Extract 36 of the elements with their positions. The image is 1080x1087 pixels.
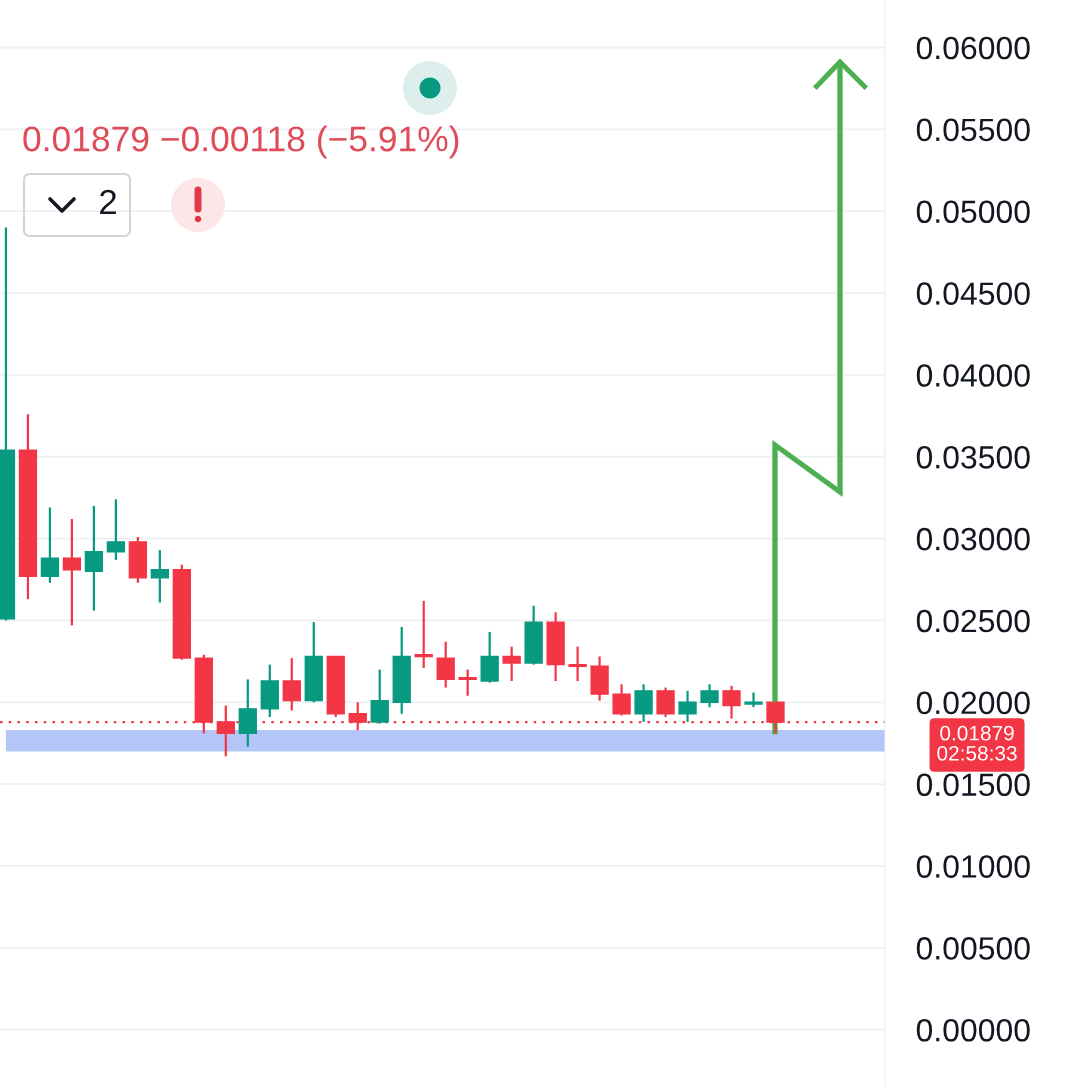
- y-tick-label: 0.01500: [916, 773, 1030, 797]
- y-tick-label: 0.04000: [916, 364, 1030, 387]
- candlestick: [106, 498, 126, 561]
- candlestick: [744, 691, 763, 709]
- y-tick-label: 0.02000: [916, 691, 1030, 715]
- candlestick: [612, 683, 631, 717]
- candlestick: [722, 684, 741, 720]
- y-tick-label: 0.06000: [916, 36, 1030, 60]
- candlestick: [414, 599, 433, 670]
- candlestick: [282, 656, 301, 712]
- annotation: 2: [100, 189, 116, 214]
- candlestick: [502, 645, 521, 683]
- candlestick: [370, 668, 389, 725]
- y-tick-label: 0.03000: [916, 527, 1030, 551]
- y-tick-label: 0.01000: [916, 855, 1030, 878]
- y-tick-label: 0.00000: [916, 1018, 1030, 1042]
- y-tick-label: 0.03500: [916, 446, 1030, 469]
- y-tick-label: 0.04500: [916, 282, 1030, 305]
- candlestick: [700, 683, 719, 709]
- candlestick: [436, 640, 455, 689]
- candlestick: [766, 701, 785, 735]
- y-tick-label: 0.00500: [916, 937, 1030, 960]
- y-tick-label: 0.05500: [916, 118, 1030, 142]
- candlestick: [568, 645, 587, 683]
- candlestick: [84, 504, 104, 612]
- y-tick-label: 0.02500: [916, 609, 1030, 633]
- candlestick: [678, 689, 697, 724]
- candlestick: [62, 517, 82, 627]
- ref-line-label: 0.01879 02:58:33: [937, 725, 1017, 761]
- candlestick: [634, 683, 653, 724]
- annotation: 0.01879 −0.00118 (−5.91%): [23, 125, 459, 159]
- candlestick: [40, 506, 60, 584]
- candlestick: [656, 686, 675, 719]
- candlestick: [458, 668, 477, 697]
- candlestick: [150, 548, 170, 604]
- y-tick-label: 0.05000: [916, 200, 1030, 224]
